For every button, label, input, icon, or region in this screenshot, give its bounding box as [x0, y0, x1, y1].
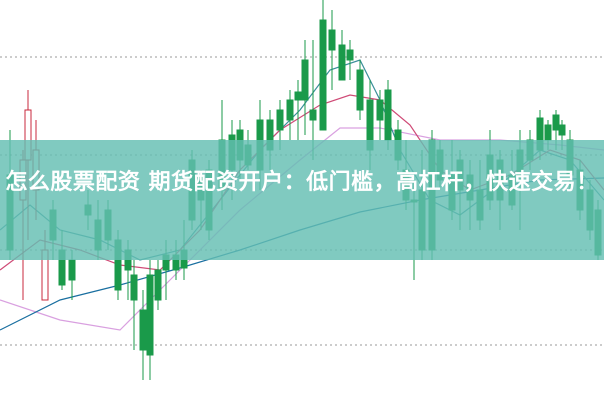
candle-body: [154, 269, 162, 301]
candle-body: [356, 69, 364, 111]
candle-body: [276, 109, 284, 131]
candle-body: [384, 89, 392, 141]
candle-body: [558, 124, 566, 136]
candle-body: [286, 99, 294, 121]
candle-body: [346, 49, 354, 61]
candle-body: [294, 91, 302, 101]
candle-body: [301, 59, 309, 101]
candle-body: [139, 309, 147, 351]
candle-body: [376, 99, 384, 121]
candle-body: [309, 109, 317, 121]
candle-body: [552, 114, 560, 131]
candle-body: [68, 259, 76, 281]
candle-body: [328, 29, 336, 51]
title-banner: [0, 140, 604, 260]
candle-body: [544, 124, 552, 141]
candle-body: [319, 19, 327, 131]
headline-text: 怎么股票配资 期货配资开户：低门槛，高杠杆，快速交易！: [5, 170, 599, 195]
candle-body: [146, 274, 154, 356]
candle-body: [338, 44, 346, 81]
candle-body: [130, 274, 138, 301]
